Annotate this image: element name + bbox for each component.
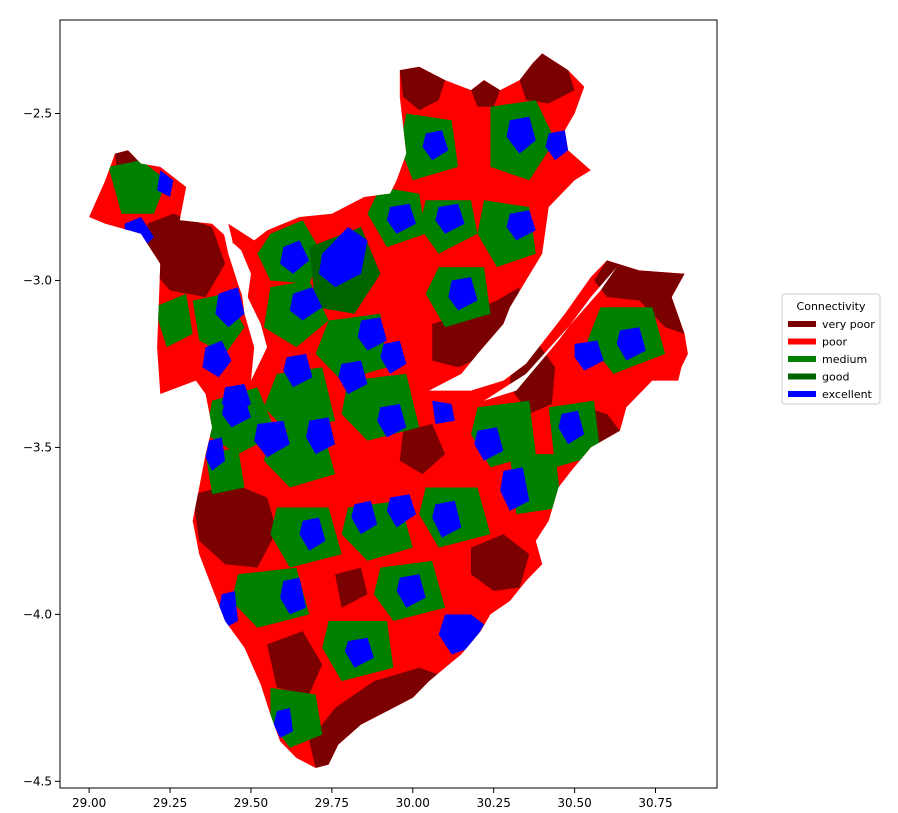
y-tick-label: −3.5 xyxy=(23,440,52,454)
legend-label-poor: poor xyxy=(822,336,847,349)
y-axis: −2.5 −3.0 −3.5 −4.0 −4.5 xyxy=(23,106,60,788)
region-layer xyxy=(108,53,685,768)
legend-label-good: good xyxy=(822,371,849,384)
x-tick-label: 29.50 xyxy=(234,796,268,810)
x-axis: 29.00 29.25 29.50 29.75 30.00 30.25 30.50 30.75 xyxy=(72,788,673,810)
region-excellent-70 xyxy=(558,410,585,445)
region-very-poor-2 xyxy=(399,66,446,111)
region-excellent-49 xyxy=(280,240,310,274)
legend-label-medium: medium xyxy=(822,353,867,366)
x-tick-label: 30.50 xyxy=(557,796,591,810)
region-excellent-80 xyxy=(396,574,426,608)
region-excellent-55 xyxy=(422,130,449,161)
region-excellent-52 xyxy=(386,203,416,234)
region-excellent-62 xyxy=(338,360,368,394)
region-very-poor-14 xyxy=(335,567,368,608)
y-tick-label: −2.5 xyxy=(23,106,52,120)
region-excellent-61 xyxy=(283,353,313,388)
legend-label-excellent: excellent xyxy=(822,388,873,401)
region-excellent-68 xyxy=(432,400,455,424)
region-excellent-50 xyxy=(318,227,368,288)
legend-label-very-poor: very poor xyxy=(822,318,875,331)
region-very-poor-10 xyxy=(309,667,439,768)
axes-frame xyxy=(59,19,718,789)
region-excellent-47 xyxy=(202,340,232,378)
region-medium-27 xyxy=(153,293,193,348)
region-excellent-69 xyxy=(474,427,504,461)
region-medium-26 xyxy=(263,367,336,435)
region-excellent-65 xyxy=(254,420,290,458)
x-tick-label: 29.25 xyxy=(153,796,187,810)
x-tick-label: 29.00 xyxy=(72,796,106,810)
region-excellent-53 xyxy=(435,203,465,234)
map-layer xyxy=(89,53,688,768)
region-excellent-72 xyxy=(616,327,646,361)
region-very-poor-9 xyxy=(267,631,323,695)
region-excellent-46 xyxy=(215,287,245,328)
x-tick-label: 29.75 xyxy=(315,796,349,810)
region-excellent-73 xyxy=(500,467,530,511)
region-excellent-64 xyxy=(205,437,226,471)
region-very-poor-12 xyxy=(399,424,446,475)
region-excellent-59 xyxy=(357,317,387,351)
y-tick-label: −3.0 xyxy=(23,273,52,287)
region-excellent-71 xyxy=(574,340,604,371)
x-tick-label: 30.25 xyxy=(477,796,511,810)
region-excellent-51 xyxy=(289,287,323,321)
region-medium-41 xyxy=(108,160,167,214)
region-excellent-44 xyxy=(157,170,174,197)
legend-entries: very poor poor medium good excellent xyxy=(788,318,875,401)
region-excellent-58 xyxy=(448,277,478,311)
region-excellent-60 xyxy=(380,340,407,374)
region-excellent-77 xyxy=(299,517,326,551)
y-tick-label: −4.0 xyxy=(23,607,52,621)
region-excellent-66 xyxy=(306,417,336,455)
region-very-poor-7 xyxy=(192,484,277,568)
region-excellent-74 xyxy=(351,500,378,535)
region-excellent-56 xyxy=(506,116,536,154)
region-excellent-82 xyxy=(344,637,374,668)
region-very-poor-1 xyxy=(147,213,226,298)
region-very-poor-3 xyxy=(519,53,575,104)
legend-title: Connectivity xyxy=(797,300,866,313)
x-tick-label: 30.75 xyxy=(638,796,672,810)
region-excellent-63 xyxy=(221,397,251,428)
region-very-poor-11 xyxy=(471,534,530,591)
y-tick-label: −4.5 xyxy=(23,774,52,788)
region-very-poor-6 xyxy=(432,287,520,368)
region-excellent-83 xyxy=(273,707,293,738)
region-very-poor-4 xyxy=(471,80,501,107)
legend: Connectivity very poor poor medium good exce… xyxy=(781,293,881,405)
region-excellent-54 xyxy=(506,210,536,241)
region-excellent-76 xyxy=(432,500,462,538)
x-tick-label: 30.00 xyxy=(396,796,430,810)
region-very-poor-5 xyxy=(594,260,685,334)
region-excellent-57 xyxy=(545,130,569,161)
region-excellent-78 xyxy=(280,577,306,615)
region-excellent-67 xyxy=(377,404,407,438)
region-excellent-75 xyxy=(386,494,416,528)
